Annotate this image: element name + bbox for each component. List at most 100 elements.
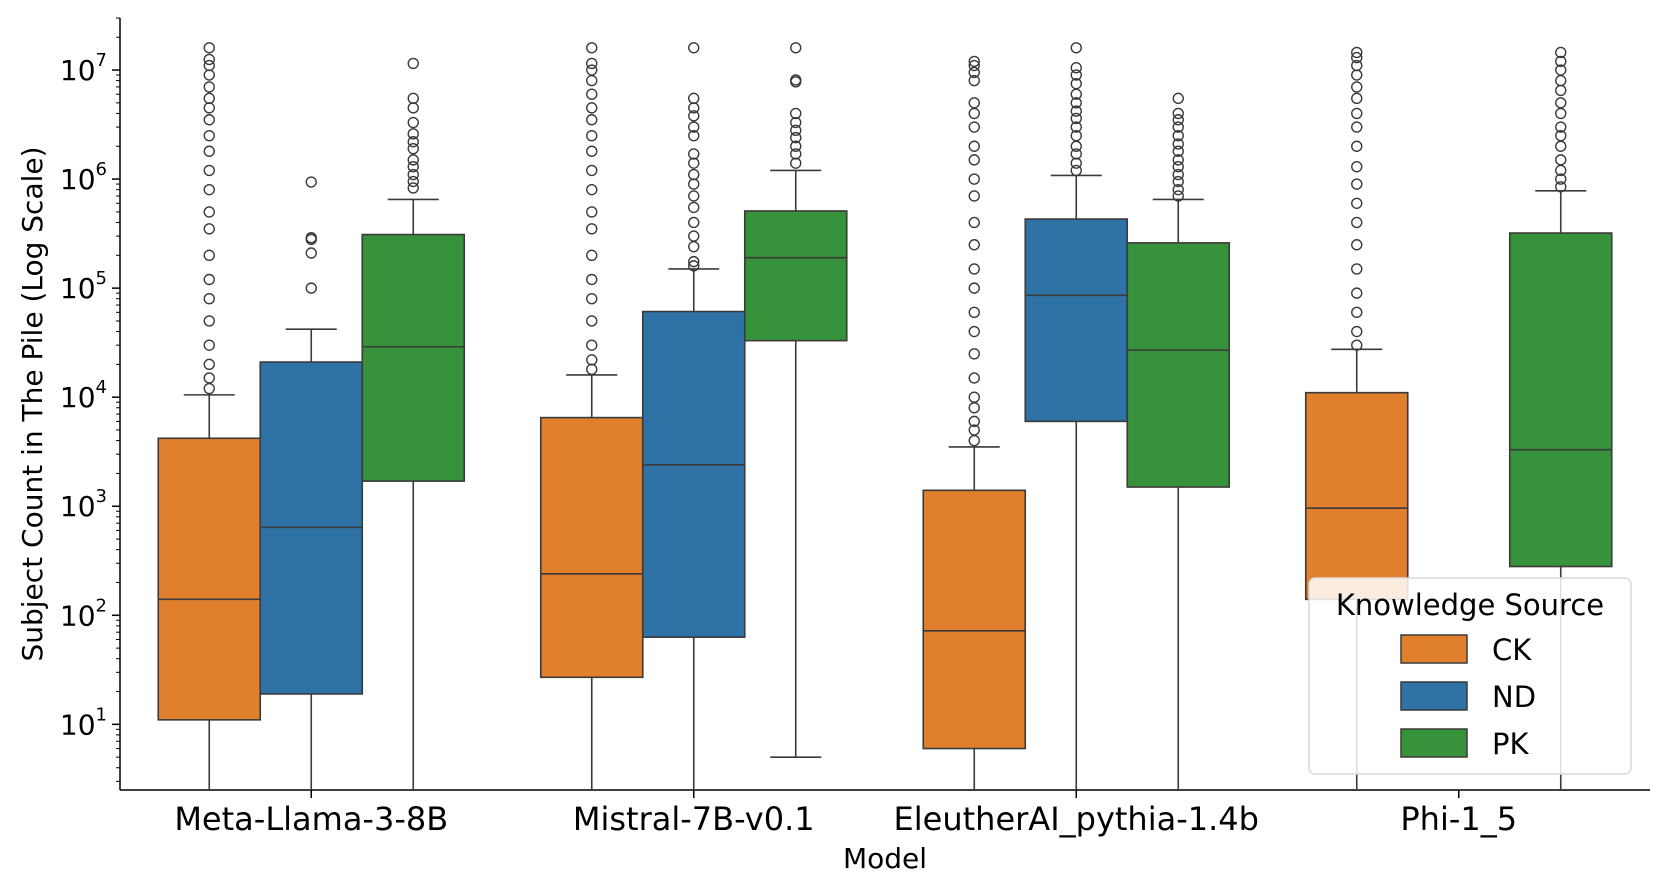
box-ck-1: [539, 42, 644, 790]
legend-label-pk: PK: [1492, 727, 1529, 761]
box-nd-2: [1024, 42, 1129, 790]
outlier-point: [1351, 287, 1363, 299]
outlier-point: [1351, 339, 1363, 351]
outlier-point: [968, 434, 980, 447]
box-iqr: [157, 437, 262, 721]
outlier-point: [203, 42, 215, 54]
outlier-point: [968, 424, 980, 436]
outlier-point: [1070, 105, 1082, 117]
outlier-point: [203, 53, 215, 66]
outlier-point: [1172, 129, 1184, 142]
outlier-point: [407, 168, 419, 181]
outlier-point: [968, 282, 980, 294]
outlier-point: [1070, 129, 1082, 142]
outlier-point: [790, 74, 802, 86]
legend-title: Knowledge Source: [1336, 588, 1604, 622]
box-nd-1: [641, 42, 746, 790]
outlier-point: [586, 129, 598, 142]
outlier-point: [688, 110, 700, 122]
outlier-point: [688, 121, 700, 133]
y-axis-title: Subject Count in The Pile (Log Scale): [16, 146, 49, 661]
box-iqr: [641, 310, 746, 638]
outlier-point: [586, 102, 598, 114]
outlier-point: [968, 59, 980, 72]
outlier-point: [968, 154, 980, 166]
outlier-point: [1555, 46, 1567, 59]
box-ck-0: [157, 42, 262, 790]
outlier-point: [1351, 51, 1363, 64]
outlier-point: [586, 293, 598, 305]
outlier-point: [968, 325, 980, 338]
outlier-point: [407, 154, 419, 166]
outlier-point: [305, 176, 317, 188]
legend-swatch-nd: [1400, 681, 1468, 711]
outlier-point: [1070, 140, 1082, 152]
outlier-point: [1070, 77, 1082, 90]
outlier-point: [586, 57, 598, 70]
outlier-point: [1070, 164, 1082, 177]
outlier-point: [586, 206, 598, 218]
outlier-point: [203, 183, 215, 196]
legend-label-nd: ND: [1492, 680, 1536, 714]
box-iqr: [1126, 242, 1231, 488]
outlier-point: [968, 190, 980, 202]
outlier-point: [1351, 216, 1363, 229]
outlier-point: [1555, 129, 1567, 142]
outlier-point: [688, 216, 700, 229]
y-tick-label: 107: [60, 50, 107, 87]
outlier-point: [203, 249, 215, 262]
outlier-point: [1351, 107, 1363, 120]
outlier-point: [968, 372, 980, 384]
outlier-point: [1555, 64, 1567, 76]
outlier-point: [1351, 306, 1363, 319]
outlier-point: [586, 164, 598, 177]
outlier-point: [1172, 107, 1184, 120]
outlier-point: [688, 157, 700, 169]
outlier-point: [586, 64, 598, 76]
legend-box: [1308, 577, 1632, 775]
outlier-point: [407, 116, 419, 129]
box-iqr: [361, 233, 466, 482]
outlier-point: [1172, 121, 1184, 133]
outlier-point: [1555, 173, 1567, 185]
x-axis-title: Model: [843, 842, 927, 875]
legend: Knowledge Source CK ND PK: [1308, 577, 1632, 775]
outlier-point: [968, 97, 980, 109]
box-iqr: [922, 489, 1027, 750]
outlier-point: [1555, 55, 1567, 68]
outlier-point: [586, 249, 598, 262]
outlier-point: [1070, 97, 1082, 109]
outlier-point: [968, 216, 980, 229]
outlier-point: [968, 239, 980, 251]
outlier-point: [407, 102, 419, 114]
outlier-point: [1172, 154, 1184, 166]
outlier-point: [688, 260, 700, 272]
outlier-point: [203, 273, 215, 286]
outlier-point: [1351, 81, 1363, 93]
outlier-point: [203, 315, 215, 327]
outlier-point: [586, 42, 598, 54]
outlier-point: [790, 116, 802, 129]
outlier-point: [1351, 239, 1363, 251]
outlier-point: [586, 273, 598, 286]
outlier-point: [968, 391, 980, 403]
outlier-point: [1172, 145, 1184, 157]
outlier-point: [1555, 154, 1567, 166]
outlier-point: [968, 306, 980, 319]
outlier-point: [1070, 42, 1082, 54]
outlier-point: [1351, 59, 1363, 72]
outlier-point: [1172, 190, 1184, 202]
outlier-point: [203, 81, 215, 93]
outlier-point: [1172, 138, 1184, 150]
outlier-point: [203, 358, 215, 371]
box-ck-2: [922, 55, 1027, 790]
outlier-point: [586, 223, 598, 235]
outlier-point: [586, 145, 598, 157]
legend-swatch-ck: [1400, 634, 1468, 664]
outlier-point: [407, 175, 419, 188]
outlier-point: [688, 42, 700, 54]
outlier-point: [1351, 140, 1363, 152]
outlier-point: [790, 157, 802, 169]
outlier-point: [688, 92, 700, 105]
outlier-point: [407, 136, 419, 148]
